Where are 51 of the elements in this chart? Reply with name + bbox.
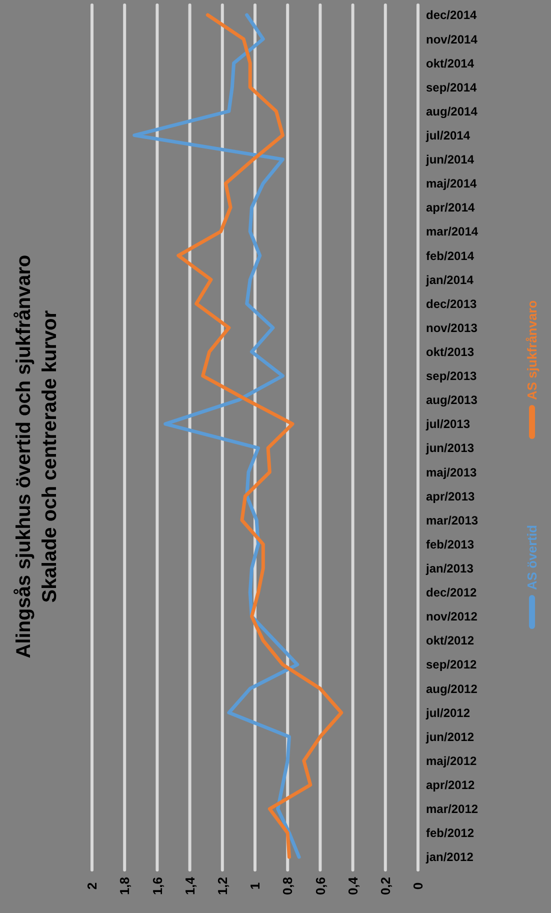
y-tick-label: dec/2014 [426, 8, 478, 22]
y-tick-label: apr/2013 [426, 489, 476, 504]
y-tick-label: maj/2012 [426, 754, 478, 768]
x-tick-label: 1,6 [150, 876, 165, 896]
y-tick-label: jul/2012 [425, 706, 470, 720]
x-tick-label: 0,4 [345, 876, 360, 896]
y-tick-label: feb/2014 [426, 248, 474, 263]
y-tick-label: nov/2013 [426, 320, 478, 335]
y-tick-label: dec/2012 [426, 586, 478, 600]
y-tick-label: aug/2012 [426, 682, 478, 696]
text: Skalade och centrerade kurvor [39, 310, 61, 603]
y-tick-label: jan/2012 [425, 850, 474, 864]
x-tick-label: 1 [248, 882, 263, 890]
y-tick-label: jan/2013 [425, 562, 474, 576]
y-tick-label: mar/2012 [426, 802, 478, 816]
y-tick-label: jul/2013 [425, 417, 470, 432]
x-tick-label: 0 [410, 882, 426, 890]
x-tick-label: 1,2 [214, 876, 230, 896]
y-tick-label: mar/2014 [426, 224, 478, 239]
x-tick-label: 1,4 [182, 876, 198, 896]
text: AS övertid [524, 524, 540, 590]
y-tick-label: jul/2014 [425, 128, 470, 142]
y-tick-label: okt/2012 [426, 634, 474, 648]
y-tick-label: jun/2012 [425, 730, 474, 744]
y-tick-label: sep/2012 [426, 658, 478, 672]
y-tick-label: maj/2014 [426, 176, 478, 191]
y-tick-label: dec/2013 [426, 296, 478, 311]
y-tick-label: maj/2013 [426, 465, 478, 480]
x-tick-label: 0,2 [378, 876, 393, 896]
y-tick-label: feb/2012 [426, 826, 474, 840]
y-tick-label: jan/2014 [425, 272, 474, 287]
y-tick-label: apr/2014 [426, 200, 476, 215]
y-tick-label: nov/2012 [426, 610, 478, 624]
y-tick-label: aug/2013 [426, 393, 478, 408]
x-tick-label: 1,8 [117, 876, 132, 896]
text: Alingsås sjukhus övertid och sjukfrånvaro [13, 254, 35, 658]
y-tick-label: jun/2013 [425, 441, 474, 456]
x-tick-label: 0,6 [312, 876, 328, 896]
x-tick-label: 2 [84, 882, 100, 890]
y-tick-label: sep/2014 [426, 80, 478, 94]
y-tick-label: aug/2014 [426, 104, 478, 118]
y-tick-label: mar/2013 [426, 513, 478, 528]
text: AS sjukfrånvaro [524, 300, 540, 400]
y-tick-label: okt/2013 [426, 345, 474, 359]
y-tick-label: feb/2013 [426, 537, 474, 552]
y-tick-label: apr/2012 [426, 778, 476, 792]
y-tick-label: jun/2014 [425, 152, 474, 167]
y-tick-label: sep/2013 [426, 369, 478, 384]
y-tick-label: nov/2014 [426, 32, 478, 46]
x-tick-label: 0,8 [280, 876, 296, 896]
y-tick-label: okt/2014 [426, 56, 474, 70]
